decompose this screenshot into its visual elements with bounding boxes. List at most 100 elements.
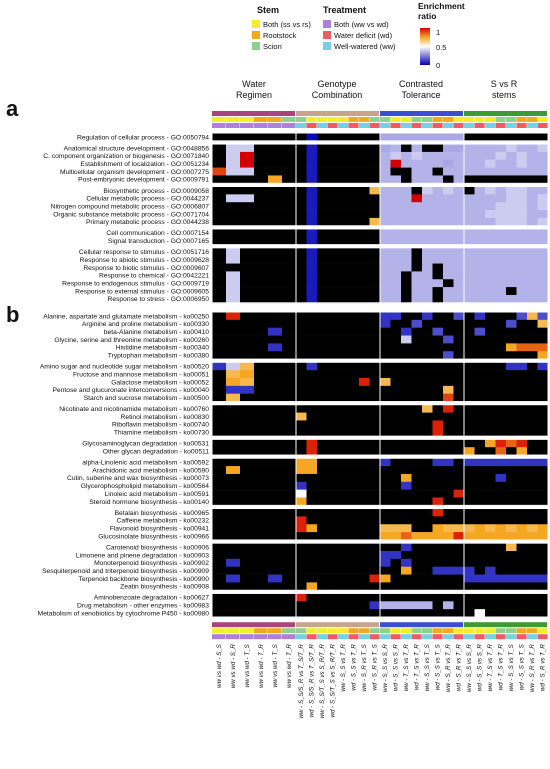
heatmap-cell [240,609,255,618]
heatmap-cell [306,255,318,264]
heatmap-cell [317,601,328,610]
treatment-annotation-cell-top [464,123,475,128]
heatmap-cell [464,362,475,371]
heatmap-cell [268,370,283,379]
heatmap-cell [338,558,349,567]
heatmap-cell [240,294,255,304]
heatmap-cell [369,210,381,219]
heatmap-cell [306,271,318,280]
heatmap-cell [212,287,227,296]
heatmap-cell [537,255,549,264]
heatmap-cell [390,439,402,448]
heatmap-cell [254,327,269,336]
heatmap-cell [212,593,227,602]
heatmap-cell [422,428,433,437]
heatmap-cell [516,217,528,227]
heatmap-cell [226,566,241,575]
heatmap-cell [527,593,538,602]
heatmap-cell [348,247,360,256]
heatmap-cell [516,210,528,219]
heatmap-cell [212,144,227,153]
heatmap-cell [516,287,528,296]
heatmap-cell [506,186,517,195]
heatmap-cell [359,566,370,575]
heatmap-cell [369,609,381,618]
heatmap-cell [495,263,507,272]
heatmap-cell [380,593,391,602]
heatmap-cell [348,566,360,575]
heatmap-cell [296,144,307,153]
row-label: C. component organization or biogenesis … [43,153,209,160]
heatmap-cell [359,508,370,517]
heatmap-cell [527,159,538,168]
heatmap-cell [317,210,328,219]
stem-annotation-cell-top [453,117,464,122]
heatmap-cell [212,279,227,288]
column-label: wd - S_S vs T_S [435,643,442,690]
stem-annotation-cell-bottom [464,628,475,634]
heatmap-cell [212,524,227,533]
heatmap-cell [401,524,412,533]
heatmap-cell [359,194,370,203]
heatmap-cell [422,458,433,467]
heatmap-cell [537,566,549,575]
heatmap-cell [537,319,549,328]
heatmap-cell [226,319,241,328]
heatmap-cell [268,255,283,264]
heatmap-cell [422,543,433,552]
heatmap-cell [282,217,297,227]
heatmap-cell [226,601,241,610]
heatmap-cell [390,133,402,142]
heatmap-cell [411,228,423,238]
heatmap-cell [506,473,517,483]
heatmap-cell [474,481,486,490]
treatment-legend-label-both: Both (ww vs wd) [334,20,389,29]
ratio-legend-title-2: ratio [418,11,436,21]
row-label: Nitrogen compound metabolic process - GO… [51,203,210,210]
heatmap-cell [537,271,549,280]
treatment-annotation-cell-bottom [432,634,443,640]
treatment-annotation-cell-top [443,123,454,128]
heatmap-cell [369,532,381,541]
heatmap-cell [348,558,360,567]
heatmap-cell [474,319,486,328]
heatmap-cell [527,186,538,195]
stem-legend-title: Stem [257,5,279,15]
heatmap-cell [495,202,507,211]
heatmap-cell [327,378,339,387]
heatmap-cell [390,202,402,211]
heatmap-cell [474,393,486,402]
heatmap-cell [254,439,269,448]
heatmap-cell [338,312,349,321]
heatmap-cell [282,159,297,168]
heatmap-cell [411,210,423,219]
heatmap-cell [282,351,297,360]
treatment-annotation-cell-bottom [474,634,485,640]
heatmap-cell [506,566,517,575]
heatmap-cell [212,574,227,583]
heatmap-cell [464,532,475,541]
heatmap-cell [306,593,318,602]
stem-annotation-cell-top [212,117,226,122]
heatmap-cell [464,312,475,321]
heatmap-cell [240,343,255,352]
heatmap-cell [527,294,538,304]
heatmap-cell [443,497,454,506]
heatmap-cell [306,319,318,328]
heatmap-cell [495,343,507,352]
heatmap-cell [296,558,307,567]
heatmap-cell [390,236,402,245]
heatmap-cell [443,294,454,304]
heatmap-cell [506,466,517,475]
heatmap-cell [464,351,475,360]
treatment-annotation-cell-top [306,123,317,128]
heatmap-cell [464,558,475,567]
heatmap-cell [359,428,370,437]
heatmap-cell [443,144,454,153]
row-label: Tryptophan metabolism - ko00380 [108,353,210,360]
row-label: Response to external stimulus - GO:00096… [75,288,209,295]
heatmap-cell [306,481,318,490]
heatmap-cell [306,532,318,541]
heatmap-cell [411,319,423,328]
heatmap-cell [282,404,297,413]
